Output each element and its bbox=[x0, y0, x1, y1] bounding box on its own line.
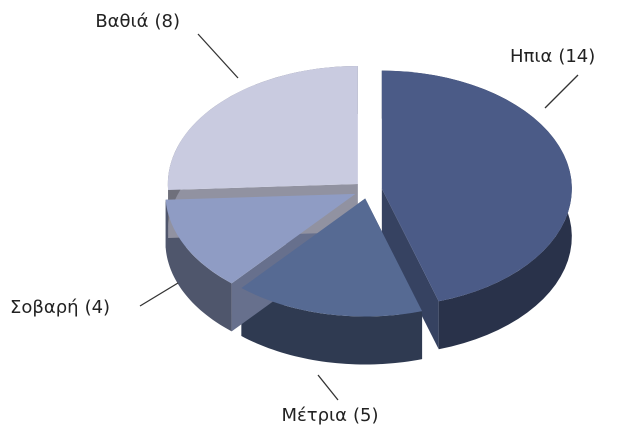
data-label: Σοβαρή (4) bbox=[10, 297, 110, 318]
value-label: (4) bbox=[85, 297, 111, 318]
pie-slice bbox=[167, 66, 358, 190]
leader-line bbox=[197, 33, 239, 79]
value-label: (5) bbox=[353, 405, 379, 426]
category-label: Σοβαρή bbox=[10, 297, 79, 318]
slice-side bbox=[381, 188, 439, 350]
pie-slice bbox=[165, 193, 356, 284]
slice-wall bbox=[165, 199, 232, 332]
value-label: (14) bbox=[558, 46, 595, 67]
data-label: Βαθιά (8) bbox=[95, 11, 180, 32]
leader-line bbox=[544, 74, 579, 109]
category-label: Βαθιά bbox=[95, 11, 148, 32]
data-label: Ηπια (14) bbox=[510, 46, 595, 67]
pie-slice bbox=[241, 198, 423, 317]
leader-line bbox=[139, 282, 179, 307]
category-label: Μέτρια bbox=[282, 405, 347, 426]
value-label: (8) bbox=[155, 11, 181, 32]
leader-line bbox=[317, 374, 339, 401]
pie-slice bbox=[381, 70, 572, 302]
slice-wall bbox=[241, 288, 423, 365]
data-label: Μέτρια (5) bbox=[282, 405, 379, 426]
slice-tops bbox=[165, 66, 572, 317]
category-label: Ηπια bbox=[510, 46, 552, 67]
